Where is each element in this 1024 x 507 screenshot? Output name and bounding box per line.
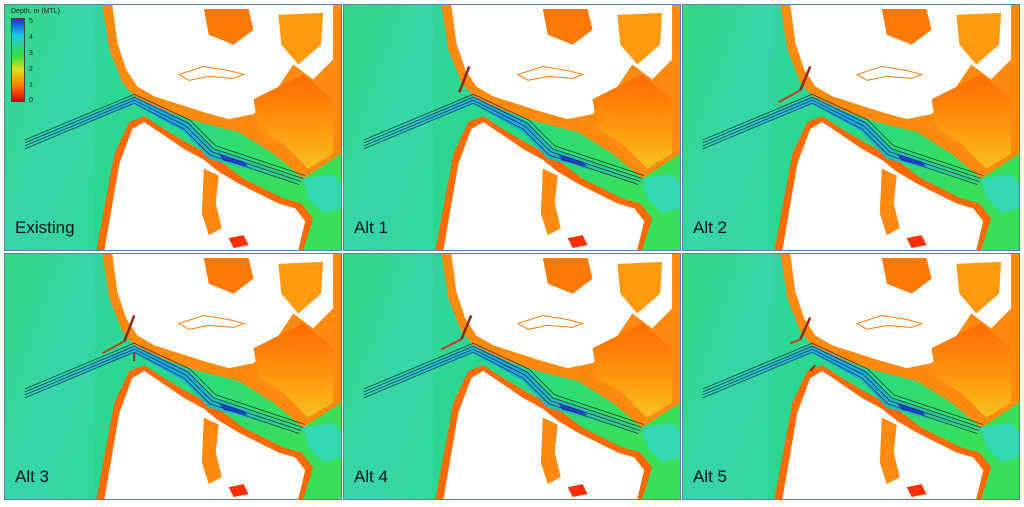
depth-map	[683, 254, 1019, 499]
panel-label: Alt 2	[693, 218, 728, 237]
legend-color-bar	[11, 18, 25, 102]
map-panel-alt-2: Alt 2	[682, 4, 1020, 251]
legend-tick: 0	[29, 97, 33, 104]
legend-tick: 3	[29, 50, 33, 57]
legend-tick: 5	[29, 18, 33, 25]
map-panel-alt-4: Alt 4	[343, 253, 681, 500]
spur-structure	[789, 338, 801, 345]
panel-label: Alt 1	[354, 218, 389, 237]
map-panel-alt-5: Alt 5	[682, 253, 1020, 500]
spur-structure	[777, 89, 801, 104]
map-panel-existing: Depth, m (MTL) 5 4 3 2 1 0 Existing	[4, 4, 342, 251]
groin-structure	[809, 364, 816, 372]
legend-tick: 2	[29, 66, 33, 73]
spur-structure	[101, 340, 125, 355]
depth-map	[683, 5, 1019, 250]
map-panel-alt-1: Alt 1	[343, 4, 681, 251]
depth-map	[5, 5, 341, 250]
jetty-structure	[458, 66, 471, 93]
map-panel-alt-3: Alt 3	[4, 253, 342, 500]
depth-map	[344, 254, 680, 499]
panel-grid: Depth, m (MTL) 5 4 3 2 1 0 Existing Alt …	[4, 4, 1020, 500]
jetty-structure	[799, 66, 812, 91]
panel-label: Alt 5	[693, 467, 728, 486]
panel-label: Existing	[15, 218, 75, 237]
panel-label: Alt 3	[15, 467, 50, 486]
jetty-structure	[460, 315, 473, 340]
depth-legend: Depth, m (MTL) 5 4 3 2 1 0	[11, 8, 61, 104]
spur-structure	[440, 338, 462, 351]
jetty-structure	[799, 316, 812, 340]
legend-tick: 1	[29, 82, 33, 89]
legend-title: Depth, m (MTL)	[11, 8, 61, 15]
legend-tick: 4	[29, 34, 33, 41]
depth-map	[344, 5, 680, 250]
jetty-structure	[123, 315, 136, 342]
depth-map	[5, 254, 341, 499]
panel-label: Alt 4	[354, 467, 389, 486]
